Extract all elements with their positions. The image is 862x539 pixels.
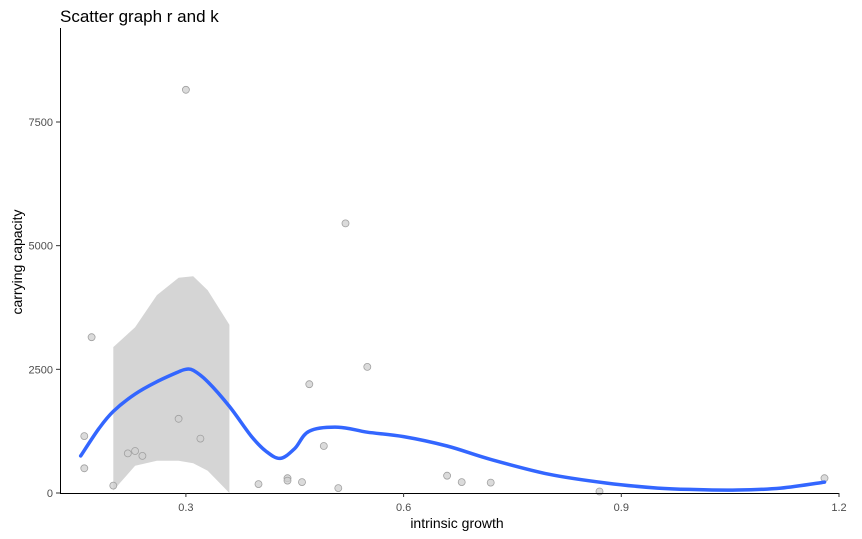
data-point	[298, 478, 306, 487]
data-point	[341, 219, 350, 228]
y-tick-label: 7500	[29, 117, 53, 129]
chart-title: Scatter graph r and k	[60, 7, 219, 26]
data-point	[174, 414, 183, 423]
y-tick-label: 5000	[29, 241, 53, 253]
data-point	[363, 362, 372, 371]
data-point	[87, 333, 96, 342]
y-tick-label: 2500	[29, 364, 53, 376]
data-point	[80, 432, 89, 441]
data-point	[123, 449, 132, 458]
data-point	[486, 478, 495, 487]
data-point	[80, 464, 89, 473]
data-point	[196, 434, 205, 443]
y-axis-title: carrying capacity	[9, 209, 25, 314]
data-point	[334, 484, 343, 493]
x-tick-label: 0.6	[396, 502, 411, 514]
x-axis-ticks: 0.3 0.6 0.9 1.2	[178, 493, 847, 514]
y-axis-ticks: 0 2500 5000 7500	[29, 117, 60, 500]
smooth-trend-line	[78, 367, 827, 492]
data-points	[80, 85, 829, 496]
x-axis-title: intrinsic growth	[410, 515, 503, 531]
data-point	[138, 451, 147, 460]
x-tick-label: 0.3	[178, 502, 193, 514]
data-point	[443, 471, 452, 480]
data-point	[109, 481, 118, 490]
data-point	[305, 380, 314, 389]
x-tick-label: 1.2	[831, 502, 846, 514]
data-point	[181, 85, 190, 94]
y-tick-label: 0	[47, 488, 53, 500]
data-point	[319, 442, 328, 450]
x-tick-label: 0.9	[614, 502, 629, 514]
plot-area	[78, 85, 829, 496]
data-point	[457, 478, 466, 487]
data-point	[131, 447, 140, 455]
data-point	[283, 476, 292, 485]
data-point	[254, 480, 263, 489]
